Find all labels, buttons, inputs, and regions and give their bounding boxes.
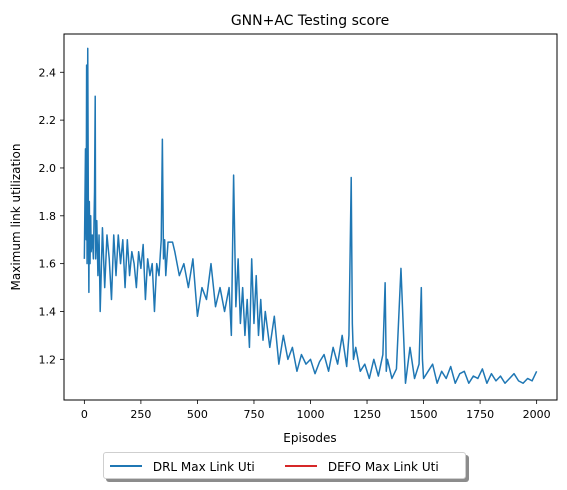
- y-axis-ticks: 1.2 1.4 1.6 1.8 2.0 2.2 2.4: [39, 66, 64, 366]
- series-line-drl: [83, 47, 538, 384]
- x-tick-label: 1500: [410, 408, 438, 421]
- x-axis-ticks: 0 250 500 750 1000 1250 1500 1750 2000: [81, 400, 551, 421]
- y-tick-label: 2.0: [39, 162, 57, 175]
- x-tick-label: 1250: [353, 408, 381, 421]
- legend-label-defo: DEFO Max Link Uti: [327, 459, 439, 474]
- x-tick-label: 0: [81, 408, 88, 421]
- y-tick-label: 1.6: [39, 258, 57, 271]
- y-tick-label: 1.4: [39, 305, 57, 318]
- y-tick-label: 2.4: [39, 66, 57, 79]
- legend: DRL Max Link Uti DEFO Max Link Uti: [103, 452, 466, 479]
- legend-line-drl: [110, 464, 142, 467]
- legend-item-defo: DEFO Max Link Uti: [285, 458, 439, 474]
- y-tick-label: 1.8: [39, 210, 57, 223]
- legend-item-drl: DRL Max Link Uti: [110, 458, 255, 474]
- y-axis-label: Maximum link utilization: [9, 144, 23, 291]
- y-tick-label: 2.2: [39, 114, 57, 127]
- x-tick-label: 1750: [466, 408, 494, 421]
- x-tick-label: 2000: [523, 408, 551, 421]
- x-axis-label: Episodes: [283, 431, 336, 445]
- y-tick-label: 1.2: [39, 353, 57, 366]
- x-tick-label: 750: [243, 408, 264, 421]
- x-tick-label: 250: [130, 408, 151, 421]
- legend-line-defo: [285, 464, 317, 467]
- legend-label-drl: DRL Max Link Uti: [152, 459, 255, 474]
- series-layer: [83, 47, 538, 384]
- x-tick-label: 500: [187, 408, 208, 421]
- x-tick-label: 1000: [297, 408, 325, 421]
- chart-title: GNN+AC Testing score: [231, 13, 389, 29]
- plot-area: [63, 33, 558, 401]
